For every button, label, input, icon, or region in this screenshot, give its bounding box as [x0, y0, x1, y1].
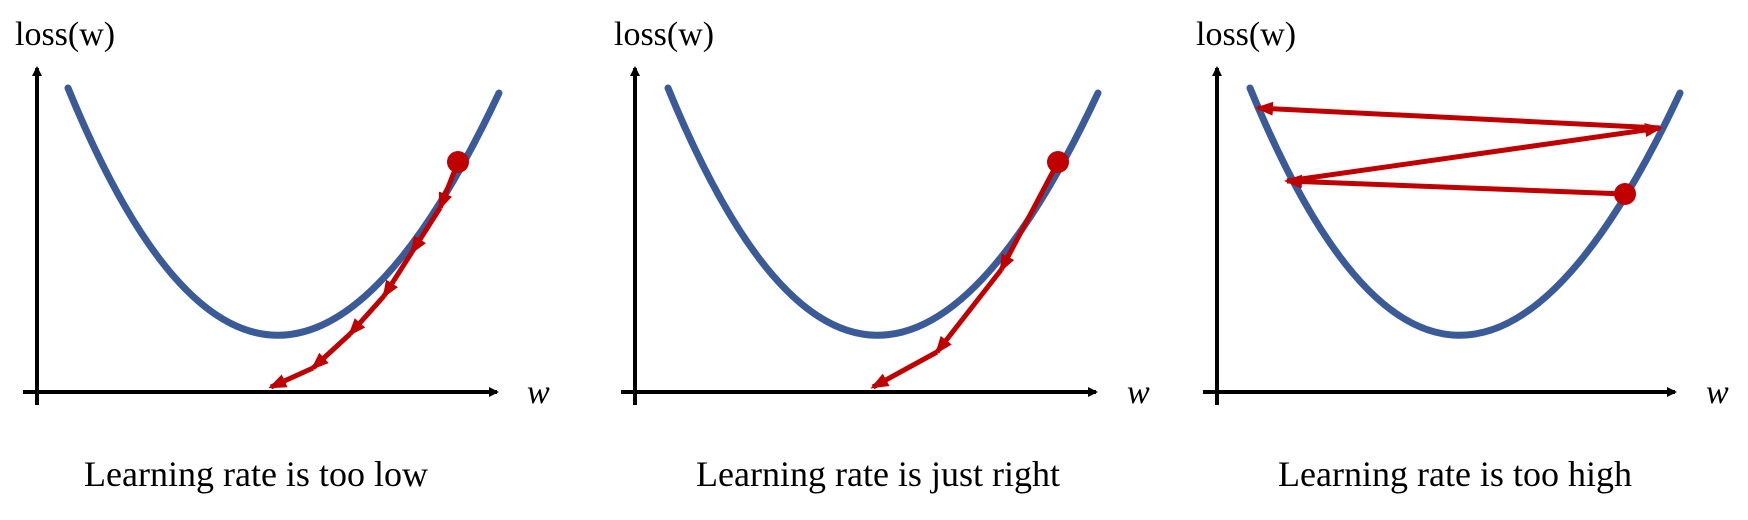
panel-too-high: loss(w) w Learning rate is too high	[1196, 16, 1729, 494]
step-arrow	[935, 268, 1003, 355]
gradient-steps	[870, 160, 1061, 390]
panel-just-right: loss(w) w Learning rate is just right	[614, 16, 1150, 494]
caption: Learning rate is too high	[1278, 454, 1632, 494]
step-arrow	[870, 349, 939, 390]
x-axis-label: w	[1127, 374, 1150, 411]
loss-curve	[1246, 84, 1684, 339]
y-axis-label: loss(w)	[614, 16, 714, 53]
step-arrow	[268, 365, 315, 390]
caption: Learning rate is just right	[696, 454, 1060, 494]
start-point	[1047, 151, 1069, 173]
step-arrow	[409, 206, 443, 255]
step-arrow	[1286, 123, 1663, 184]
x-axis-label: w	[1706, 374, 1729, 411]
step-arrow	[1255, 101, 1661, 131]
step-arrow	[310, 332, 352, 371]
gradient-steps	[268, 161, 461, 390]
start-point	[1614, 183, 1636, 205]
gradient-steps	[1255, 101, 1663, 197]
step-arrow	[998, 160, 1061, 273]
caption: Learning rate is too low	[84, 454, 428, 494]
step-arrow	[347, 294, 386, 337]
step-arrow	[381, 250, 415, 299]
panel-too-low: loss(w) w Learning rate is too low	[15, 16, 550, 494]
loss-curve	[64, 84, 503, 339]
step-arrow	[1284, 174, 1626, 197]
start-point	[447, 151, 469, 173]
x-axis-label: w	[527, 374, 550, 411]
y-axis-label: loss(w)	[15, 16, 115, 53]
y-axis-label: loss(w)	[1196, 16, 1296, 53]
